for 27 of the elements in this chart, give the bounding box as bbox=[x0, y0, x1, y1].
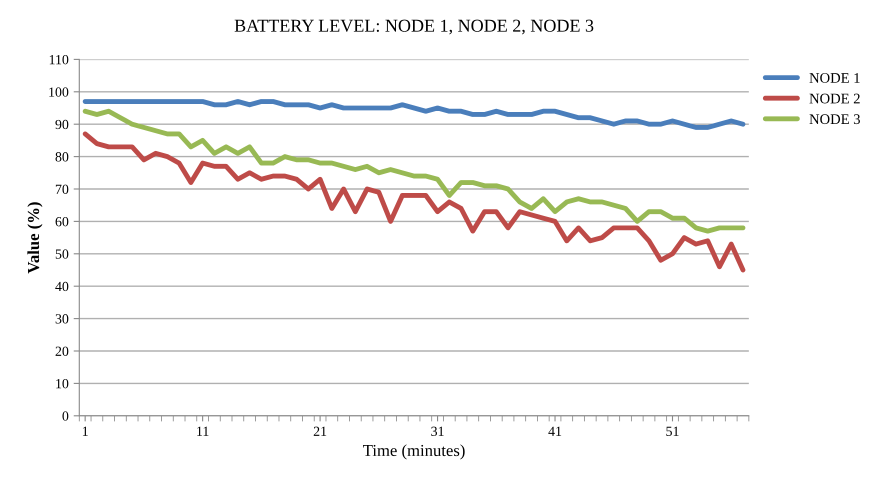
x-tick-label: 11 bbox=[197, 426, 208, 436]
x-tick-label: 31 bbox=[431, 426, 444, 436]
y-tick-label: 30 bbox=[56, 314, 68, 324]
legend-label: NODE 1 bbox=[809, 73, 860, 83]
legend-label: NODE 3 bbox=[809, 114, 860, 124]
legend-label: NODE 2 bbox=[809, 94, 860, 104]
y-tick-label: 10 bbox=[56, 378, 68, 388]
x-axis-title: Time (minutes) bbox=[363, 444, 465, 460]
y-tick-label: 60 bbox=[56, 216, 68, 226]
x-tick-label: 51 bbox=[666, 426, 679, 436]
x-tick-label: 41 bbox=[548, 426, 562, 436]
y-tick-label: 100 bbox=[49, 87, 68, 97]
y-tick-label: 20 bbox=[56, 346, 68, 356]
y-tick-label: 50 bbox=[56, 249, 68, 259]
y-axis-title: Value (%) bbox=[27, 202, 42, 274]
y-tick-label: 80 bbox=[56, 152, 68, 162]
line-series bbox=[82, 131, 746, 272]
x-tick-label: 1 bbox=[82, 426, 88, 436]
y-tick-label: 90 bbox=[55, 120, 68, 130]
line-series bbox=[82, 99, 746, 130]
x-tick-label: 21 bbox=[314, 426, 326, 436]
y-tick-label: 40 bbox=[55, 282, 68, 292]
chart-title: BATTERY LEVEL: NODE 1, NODE 2, NODE 3 bbox=[234, 20, 594, 34]
line-series bbox=[82, 108, 746, 234]
y-tick-label: 70 bbox=[56, 184, 68, 194]
y-tick-label: 0 bbox=[62, 411, 68, 421]
y-tick-label: 110 bbox=[50, 54, 68, 64]
